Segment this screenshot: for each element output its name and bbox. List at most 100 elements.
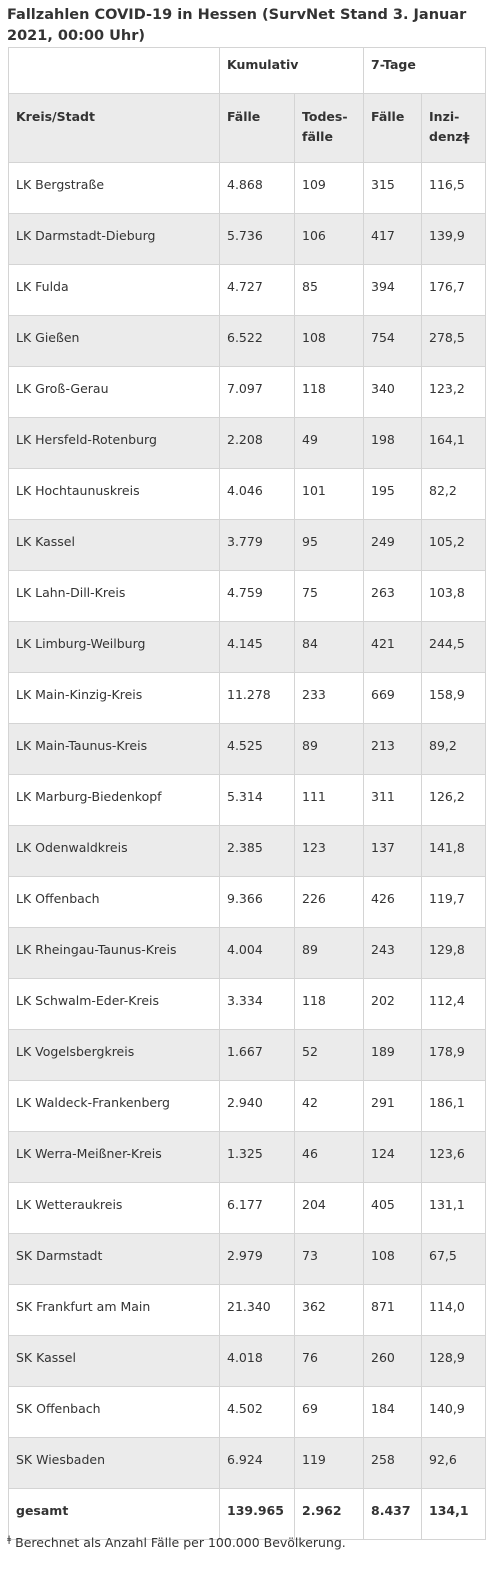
header-group-row: Kumulativ 7-Tage xyxy=(8,47,487,94)
cell-incidence: 178,9 xyxy=(421,1029,487,1081)
table-row: LK Rheingau-Taunus-Kreis 4.004 89 243 129,8 xyxy=(8,927,487,979)
covid-cases-table: Kumulativ 7-Tage Kreis/Stadt Fälle Todes… xyxy=(8,47,487,1540)
table-row: LK Offenbach 9.366 226 426 119,7 xyxy=(8,876,487,928)
cell-district: LK Groß-Gerau xyxy=(8,366,220,418)
cell-incidence: 158,9 xyxy=(421,672,487,724)
header-group-empty xyxy=(8,47,220,94)
table-row: LK Darmstadt-Dieburg 5.736 106 417 139,9 xyxy=(8,213,487,265)
table-row: LK Kassel 3.779 95 249 105,2 xyxy=(8,519,487,571)
cell-deaths: 111 xyxy=(293,774,365,826)
cell-7day-cases: 213 xyxy=(363,723,423,775)
cell-deaths: 84 xyxy=(293,621,365,673)
cell-incidence: 119,7 xyxy=(421,876,487,928)
cell-incidence: 89,2 xyxy=(421,723,487,775)
cell-deaths: 89 xyxy=(293,723,365,775)
cell-deaths: 123 xyxy=(293,825,365,877)
cell-deaths: 52 xyxy=(293,1029,365,1081)
table-row: SK Offenbach 4.502 69 184 140,9 xyxy=(8,1386,487,1438)
cell-7day-cases: 291 xyxy=(363,1080,423,1132)
cell-district: LK Gießen xyxy=(8,315,220,367)
header-group-cumulative: Kumulativ xyxy=(218,47,365,94)
cell-cases: 4.727 xyxy=(219,264,295,316)
cell-deaths: 108 xyxy=(293,315,365,367)
cell-7day-cases: 184 xyxy=(363,1386,423,1438)
column-header-incidence: Inzi-denzǂ xyxy=(421,93,487,163)
cell-7day-cases: 394 xyxy=(363,264,423,316)
cell-deaths: 118 xyxy=(293,366,365,418)
cell-7day-cases: 189 xyxy=(363,1029,423,1081)
cell-deaths: 101 xyxy=(293,468,365,520)
cell-incidence: 67,5 xyxy=(421,1233,487,1285)
cell-district: LK Werra-Meißner-Kreis xyxy=(8,1131,220,1183)
cell-district: LK Marburg-Biedenkopf xyxy=(8,774,220,826)
cell-cases: 4.145 xyxy=(219,621,295,673)
table-row: LK Main-Kinzig-Kreis 11.278 233 669 158,9 xyxy=(8,672,487,724)
cell-district: LK Vogelsbergkreis xyxy=(8,1029,220,1081)
table-row: LK Wetteraukreis 6.177 204 405 131,1 xyxy=(8,1182,487,1234)
cell-deaths: 118 xyxy=(293,978,365,1030)
cell-7day-cases: 417 xyxy=(363,213,423,265)
cell-district: LK Offenbach xyxy=(8,876,220,928)
cell-cases: 4.868 xyxy=(219,162,295,214)
footnote-text: Berechnet als Anzahl Fälle per 100.000 B… xyxy=(15,1535,346,1551)
cell-district: LK Bergstraße xyxy=(8,162,220,214)
table-row: LK Gießen 6.522 108 754 278,5 xyxy=(8,315,487,367)
page-title: Fallzahlen COVID-19 in Hessen (SurvNet S… xyxy=(7,7,467,44)
cell-cases: 3.334 xyxy=(219,978,295,1030)
cell-incidence: 126,2 xyxy=(421,774,487,826)
cell-district: SK Offenbach xyxy=(8,1386,220,1438)
footnote-mark: ǂ xyxy=(7,1535,12,1545)
table-row: LK Vogelsbergkreis 1.667 52 189 178,9 xyxy=(8,1029,487,1081)
table-row: LK Waldeck-Frankenberg 2.940 42 291 186,1 xyxy=(8,1080,487,1132)
total-cell-cases: 139.965 xyxy=(219,1488,295,1540)
cell-7day-cases: 260 xyxy=(363,1335,423,1387)
cell-incidence: 164,1 xyxy=(421,417,487,469)
cell-cases: 5.736 xyxy=(219,213,295,265)
cell-cases: 5.314 xyxy=(219,774,295,826)
cell-deaths: 49 xyxy=(293,417,365,469)
cell-cases: 1.325 xyxy=(219,1131,295,1183)
cell-7day-cases: 871 xyxy=(363,1284,423,1336)
cell-district: LK Darmstadt-Dieburg xyxy=(8,213,220,265)
header-group-7-days: 7-Tage xyxy=(363,47,487,94)
cell-deaths: 95 xyxy=(293,519,365,571)
cell-deaths: 204 xyxy=(293,1182,365,1234)
table-row: LK Fulda 4.727 85 394 176,7 xyxy=(8,264,487,316)
cell-district: LK Waldeck-Frankenberg xyxy=(8,1080,220,1132)
cell-7day-cases: 249 xyxy=(363,519,423,571)
cell-incidence: 128,9 xyxy=(421,1335,487,1387)
table-row: SK Kassel 4.018 76 260 128,9 xyxy=(8,1335,487,1387)
column-header-district: Kreis/Stadt xyxy=(8,93,220,163)
cell-incidence: 116,5 xyxy=(421,162,487,214)
cell-cases: 4.525 xyxy=(219,723,295,775)
cell-7day-cases: 426 xyxy=(363,876,423,928)
table-row: LK Limburg-Weilburg 4.145 84 421 244,5 xyxy=(8,621,487,673)
table-row: LK Main-Taunus-Kreis 4.525 89 213 89,2 xyxy=(8,723,487,775)
cell-7day-cases: 108 xyxy=(363,1233,423,1285)
column-header-cases: Fälle xyxy=(219,93,295,163)
cell-7day-cases: 198 xyxy=(363,417,423,469)
cell-7day-cases: 195 xyxy=(363,468,423,520)
cell-incidence: 278,5 xyxy=(421,315,487,367)
cell-incidence: 176,7 xyxy=(421,264,487,316)
cell-cases: 9.366 xyxy=(219,876,295,928)
cell-district: LK Odenwaldkreis xyxy=(8,825,220,877)
cell-cases: 4.018 xyxy=(219,1335,295,1387)
cell-district: SK Frankfurt am Main xyxy=(8,1284,220,1336)
cell-deaths: 85 xyxy=(293,264,365,316)
cell-district: LK Hochtaunuskreis xyxy=(8,468,220,520)
cell-7day-cases: 315 xyxy=(363,162,423,214)
cell-7day-cases: 669 xyxy=(363,672,423,724)
cell-cases: 6.522 xyxy=(219,315,295,367)
cell-cases: 7.097 xyxy=(219,366,295,418)
cell-cases: 3.779 xyxy=(219,519,295,571)
cell-cases: 4.502 xyxy=(219,1386,295,1438)
table-row: LK Groß-Gerau 7.097 118 340 123,2 xyxy=(8,366,487,418)
total-cell-deaths: 2.962 xyxy=(293,1488,365,1540)
total-row: gesamt 139.965 2.962 8.437 134,1 xyxy=(8,1488,487,1540)
cell-deaths: 89 xyxy=(293,927,365,979)
cell-incidence: 140,9 xyxy=(421,1386,487,1438)
cell-cases: 2.385 xyxy=(219,825,295,877)
cell-deaths: 76 xyxy=(293,1335,365,1387)
total-cell-7day-cases: 8.437 xyxy=(363,1488,423,1540)
